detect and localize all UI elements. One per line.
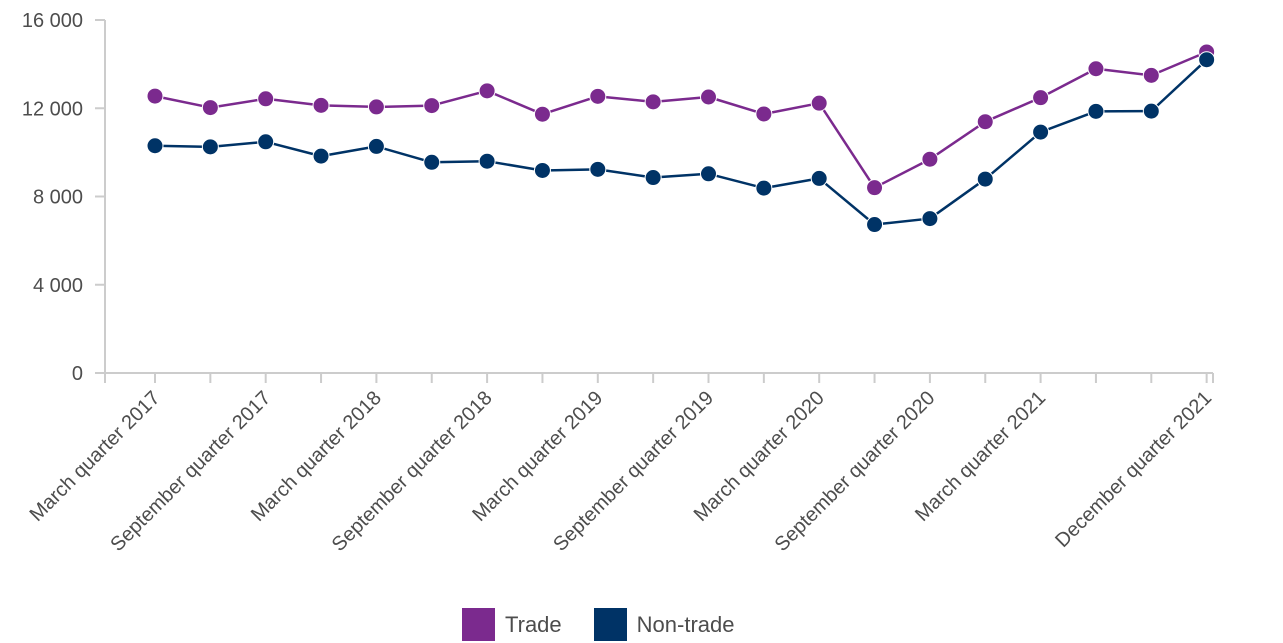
data-point-non-trade [367, 137, 385, 155]
data-point-trade [589, 87, 607, 105]
data-point-non-trade [257, 133, 275, 151]
data-point-non-trade [201, 138, 219, 156]
data-point-trade [533, 105, 551, 123]
data-point-trade [1087, 60, 1105, 78]
data-point-non-trade [755, 179, 773, 197]
data-point-trade [367, 98, 385, 116]
data-point-trade [257, 90, 275, 108]
data-point-non-trade [478, 152, 496, 170]
data-point-trade [312, 96, 330, 114]
data-point-non-trade [1142, 102, 1160, 120]
series-line-non-trade [154, 58, 1208, 226]
legend-item-non-trade[interactable]: Non-trade [593, 608, 735, 641]
data-point-trade [810, 94, 828, 112]
data-point-non-trade [533, 161, 551, 179]
data-point-trade [146, 87, 164, 105]
data-point-non-trade [1198, 51, 1216, 69]
data-point-trade [976, 113, 994, 131]
y-tick-label: 4 000 [33, 275, 83, 297]
data-point-trade [755, 105, 773, 123]
data-point-non-trade [810, 169, 828, 187]
y-tick-label: 12 000 [22, 98, 83, 120]
data-point-non-trade [976, 170, 994, 188]
legend-label-trade: Trade [505, 611, 562, 637]
data-point-non-trade [146, 137, 164, 155]
y-tick-label: 0 [72, 363, 83, 385]
data-point-trade [644, 93, 662, 111]
data-point-trade [1142, 66, 1160, 84]
data-point-non-trade [1087, 102, 1105, 120]
data-point-trade [201, 99, 219, 117]
series-line-trade [154, 50, 1208, 189]
data-point-non-trade [589, 160, 607, 178]
data-point-non-trade [866, 216, 884, 234]
y-tick-label: 8 000 [33, 187, 83, 209]
data-point-non-trade [644, 169, 662, 187]
data-point-trade [1032, 89, 1050, 107]
x-tick-label: December quarter 2021 [1051, 387, 1216, 552]
data-point-trade [866, 179, 884, 197]
legend-item-trade[interactable]: Trade [462, 608, 562, 641]
legend-swatch-non-trade [593, 608, 627, 641]
data-point-non-trade [1032, 123, 1050, 141]
data-point-non-trade [312, 147, 330, 165]
data-point-trade [478, 82, 496, 100]
chart-legend: Trade Non-trade [462, 608, 767, 641]
data-point-trade [921, 150, 939, 168]
data-point-trade [700, 88, 717, 106]
data-point-non-trade [921, 210, 939, 228]
data-point-non-trade [700, 165, 717, 183]
data-point-trade [423, 97, 441, 115]
legend-swatch-trade [462, 608, 495, 641]
y-tick-label: 16 000 [22, 10, 83, 32]
data-point-non-trade [423, 153, 441, 171]
legend-label-non-trade: Non-trade [636, 611, 735, 637]
